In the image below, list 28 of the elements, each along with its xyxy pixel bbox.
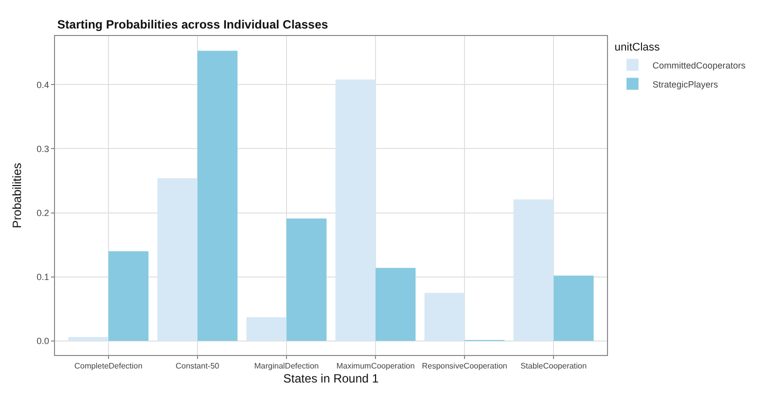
y-tick-label: 0.4 — [36, 80, 50, 90]
x-tick-label: StableCooperation — [520, 362, 587, 371]
bar — [286, 218, 327, 341]
x-tick-label: ResponsiveCooperation — [422, 362, 508, 371]
bar — [335, 80, 376, 341]
bar — [197, 50, 238, 341]
x-tick-label: MaximumCooperation — [336, 362, 415, 371]
legend-label: StrategicPlayers — [652, 79, 719, 90]
bar — [108, 251, 148, 341]
legend-label: CommittedCooperators — [652, 60, 746, 70]
legend-title: unitClass — [614, 41, 660, 54]
x-tick-label: CompleteDefection — [74, 362, 142, 371]
y-tick-label: 0.1 — [36, 272, 50, 282]
y-tick-label: 0.2 — [36, 208, 50, 218]
y-axis-title: Probabilities — [10, 162, 24, 228]
bar — [514, 199, 554, 341]
y-tick-label: 0.0 — [36, 336, 50, 346]
y-tick-label: 0.3 — [36, 144, 50, 154]
x-tick-label: MarginalDefection — [254, 362, 319, 371]
bar — [424, 292, 465, 341]
bar — [554, 276, 594, 341]
bar — [68, 337, 108, 341]
bar — [157, 178, 198, 341]
x-axis-title: States in Round 1 — [283, 372, 380, 386]
x-tick-label: Constant-50 — [176, 362, 220, 371]
bar — [246, 317, 286, 341]
bar — [376, 268, 416, 341]
chart-title: Starting Probabilities across Individual Classes — [57, 18, 328, 32]
